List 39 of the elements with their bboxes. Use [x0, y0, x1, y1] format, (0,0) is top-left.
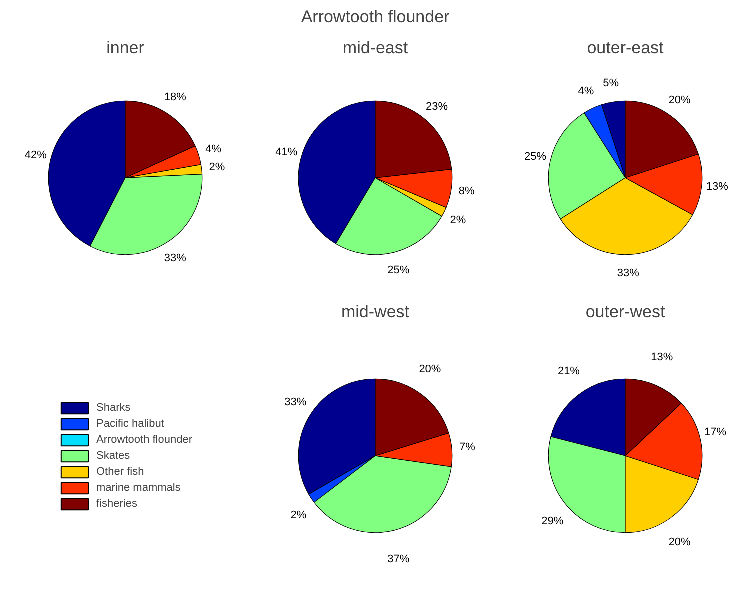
legend-label: Skates: [96, 448, 130, 462]
data-label: 2%: [290, 509, 307, 522]
data-label: 33%: [617, 268, 640, 280]
legend-label: marine mammals: [96, 480, 181, 494]
data-label: 2%: [450, 214, 466, 226]
data-label: 41%: [276, 146, 298, 159]
data-label: 8%: [458, 186, 475, 198]
data-label: 25%: [388, 264, 410, 277]
data-label: 20%: [668, 536, 691, 549]
chart-title: mid-west: [341, 302, 410, 322]
data-label: 4%: [206, 144, 222, 156]
data-label: 42%: [24, 149, 48, 162]
data-label: 5%: [603, 78, 620, 90]
chart-title: Arrowtooth flounder: [301, 8, 450, 26]
data-label: 20%: [419, 364, 442, 376]
data-label: 18%: [164, 92, 187, 104]
data-label: 2%: [209, 161, 226, 174]
data-label: 33%: [164, 252, 187, 264]
data-label: 20%: [668, 94, 691, 107]
legend-label: Other fish: [96, 464, 144, 478]
data-label: 4%: [578, 86, 594, 98]
data-label: 33%: [284, 396, 307, 408]
chart-subtitle: mid-east: [342, 38, 408, 58]
chart-title: outer-east: [587, 38, 664, 58]
data-label: 25%: [524, 151, 547, 164]
data-label: 17%: [704, 426, 727, 439]
chart-title: inner: [106, 38, 145, 58]
legend-label: Sharks: [96, 400, 131, 414]
legend-label: fisheries: [96, 496, 138, 510]
data-label: 7%: [460, 442, 476, 454]
data-label: 23%: [426, 100, 448, 113]
legend-label: Pacific halibut: [96, 416, 164, 430]
legend-label: Arrowtooth flounder: [96, 432, 192, 446]
data-label: 21%: [558, 365, 580, 378]
data-label: 13%: [706, 180, 729, 193]
data-label: 29%: [542, 516, 564, 528]
data-label: 13%: [651, 352, 674, 364]
chart-title: outer-west: [586, 302, 666, 322]
data-label: 37%: [388, 554, 410, 566]
